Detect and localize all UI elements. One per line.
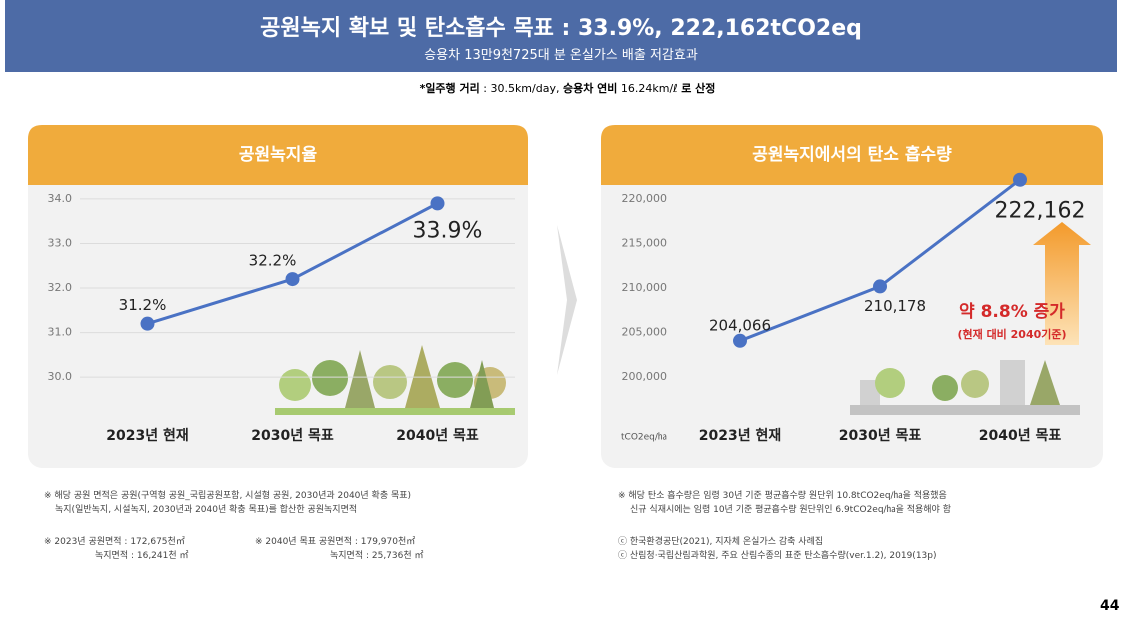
header-bar: 공원녹지 확보 및 탄소흡수 목표 : 33.9%, 222,162tCO2eq… [5,0,1117,72]
footnote: ※ 해당 공원 면적은 공원(구역형 공원_국립공원포함, 시설형 공원, 20… [44,491,412,501]
note-part: 승용차 연비 [562,82,618,95]
chart-title: 공원녹지에서의 탄소 흡수량 [752,144,952,165]
marker [140,316,155,331]
y-tick-label: 210,000 [622,281,668,294]
x-tick-label: 2030년 목표 [839,428,922,444]
note-part: 로 산정 [681,82,716,95]
x-tick-label: 2030년 목표 [251,428,334,444]
footnote: ※ 해당 탄소 흡수량은 임령 30년 기준 평균흡수량 원단위 10.8tCO… [618,491,947,501]
data-label: 31.2% [119,296,167,314]
y-tick-label: 32.0 [48,281,73,294]
header-subtitle: 승용차 13만9천725대 분 온실가스 배출 저감효과 [424,48,698,63]
footnote: 녹지면적 : 16,241천 ㎡ [95,551,189,561]
charts: 공원녹지율 30.0 31.0 32.0 33.0 34.0 31.2% 2023년 현재 32… [28,125,1103,468]
y-tick-label: 31.0 [48,326,73,339]
data-label: 210,178 [864,297,926,315]
trees [275,345,1080,415]
note-part: : 30.5km/day, [479,82,563,95]
y-tick-label: 33.0 [48,236,73,249]
footnote: ⓒ 한국환경공단(2021), 지자체 온실가스 감축 사례집 [618,537,824,547]
y-tick-label: 205,000 [622,325,668,338]
note: *일주행 거리 : 30.5km/day, 승용차 연비 16.24km/ℓ 로… [0,80,1135,96]
footnote: ※ 2023년 공원면적 : 172,675천㎡ [44,537,185,547]
annotation: (현재 대비 2040기준) [957,327,1066,341]
annotation: 약 8.8% 증가 [959,301,1065,322]
x-tick-label: 2040년 목표 [396,428,479,444]
y-tick-label: 200,000 [622,370,668,383]
data-label: 204,066 [709,316,771,334]
x-tick-label: 2040년 목표 [979,428,1062,444]
chart-title: 공원녹지율 [239,145,318,165]
data-label: 32.2% [249,252,297,270]
footnote: 신규 식재시에는 임령 10년 기준 평균흡수량 원단위인 6.9tCO2eq/… [630,505,951,515]
note-part: *일주행 거리 [419,82,480,95]
y-tick-label: 215,000 [622,236,668,249]
page-number: 44 [1100,598,1120,614]
marker [873,279,887,294]
footnote: 녹지(일반녹지, 시설녹지, 2030년과 2040년 확충 목표)를 합산한 … [55,505,358,515]
marker [285,272,300,287]
card [28,125,1103,468]
x-tick-label: 2023년 현재 [699,428,781,444]
unit-label: tCO2eq/㏊ [621,432,667,443]
marker [430,196,445,211]
x-tick-label: 2023년 현재 [106,428,188,444]
footnote: ※ 2040년 목표 공원면적 : 179,970천㎡ [255,537,416,547]
increase-arrow [1033,222,1091,345]
y-tick-label: 30.0 [48,370,73,383]
footnote: ⓒ 산림청·국립산림과학원, 주요 산림수종의 표준 탄소흡수량(ver.1.2… [618,551,937,561]
header-title: 공원녹지 확보 및 탄소흡수 목표 : 33.9%, 222,162tCO2eq [260,16,862,41]
note-part: 16.24km/ℓ [617,82,682,95]
data-label: 222,162 [995,199,1086,224]
y-tick-label: 220,000 [622,192,668,205]
marker [1013,172,1027,187]
footnote: 녹지면적 : 25,736천 ㎡ [330,551,424,561]
marker [733,333,747,348]
data-label: 33.9% [413,218,483,243]
y-tick-label: 34.0 [48,192,73,205]
